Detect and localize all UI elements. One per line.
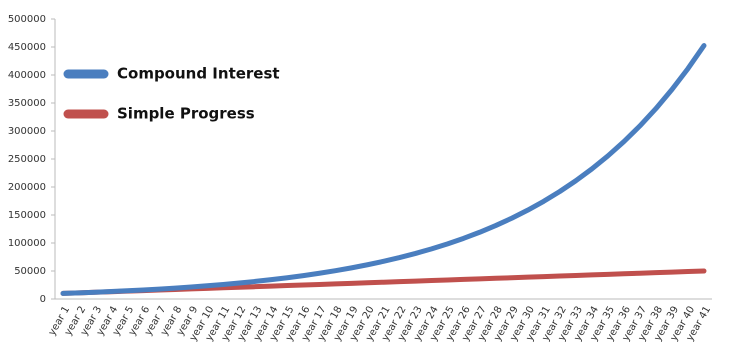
legend-label: Compound Interest [117, 65, 280, 83]
series-line [60, 43, 707, 296]
y-tick-label: 450000 [8, 42, 46, 53]
y-tick-label: 350000 [8, 98, 46, 109]
y-tick-label: 250000 [8, 154, 46, 165]
y-tick-label: 50000 [14, 266, 46, 277]
y-tick-label: 300000 [8, 126, 46, 137]
y-tick-label: 0 [40, 294, 46, 305]
y-tick-label: 500000 [8, 14, 46, 25]
y-tick-label: 150000 [8, 210, 46, 221]
legend-label: Simple Progress [117, 105, 255, 123]
y-tick-label: 400000 [8, 70, 46, 81]
y-tick-label: 100000 [8, 238, 46, 249]
y-tick-label: 200000 [8, 182, 46, 193]
